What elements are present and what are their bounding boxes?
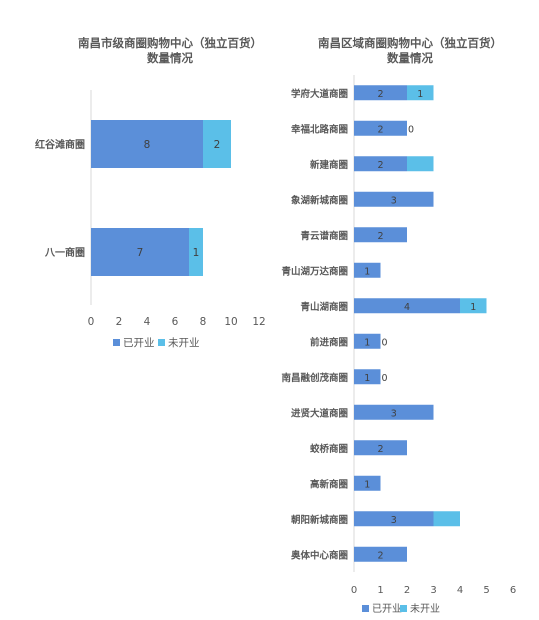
right-category-label: 蛟桥商圈 <box>310 443 348 455</box>
right-bar-opened <box>354 298 460 314</box>
right-tick-label: 3 <box>430 585 436 596</box>
left-tick-label: 4 <box>144 316 151 328</box>
right-chart-title-line2: 数量情况 <box>387 51 433 65</box>
right-chart-title-line1: 南昌区域商圈购物中心（独立百货） <box>318 36 502 50</box>
right-data-label: 3 <box>391 195 397 206</box>
right-category-label: 青山湖商圈 <box>300 301 348 313</box>
right-tick-label: 0 <box>351 585 357 596</box>
right-legend-label: 已开业 <box>372 603 402 615</box>
right-tick-label: 2 <box>404 585 410 596</box>
right-category-label: 奥体中心商圈 <box>290 549 348 561</box>
left-category-label: 红谷滩商圈 <box>35 138 85 151</box>
left-chart-title-line1: 南昌市级商圈购物中心（独立百货） <box>78 36 262 50</box>
right-tick-label: 6 <box>510 585 516 596</box>
left-category-label: 八一商圈 <box>44 246 85 259</box>
right-bar-opened <box>354 404 434 420</box>
left-bar-unopened <box>189 228 203 276</box>
left-tick-label: 2 <box>116 316 123 328</box>
right-tick-label: 1 <box>377 585 383 596</box>
right-category-label: 象湖新城商圈 <box>291 194 348 206</box>
right-legend-swatch-unopened <box>400 605 407 612</box>
right-bar-unopened <box>433 511 460 527</box>
right-data-label: 1 <box>364 479 370 490</box>
right-bar-opened <box>354 262 381 278</box>
right-data-label: 3 <box>391 515 397 526</box>
left-legend-swatch-unopened <box>158 339 165 346</box>
left-bar-unopened <box>203 120 231 168</box>
right-bar-opened <box>354 85 407 101</box>
left-tick-label: 10 <box>224 316 237 328</box>
right-data-label: 2 <box>377 550 383 561</box>
right-bar-unopened <box>407 156 434 172</box>
left-data-label: 7 <box>137 247 144 259</box>
right-category-label: 前进商圈 <box>310 336 348 348</box>
left-tick-label: 6 <box>172 316 179 328</box>
left-bar-opened <box>91 120 203 168</box>
right-data-label: 1 <box>470 302 476 313</box>
left-tick-label: 12 <box>252 316 265 328</box>
left-data-label: 1 <box>193 247 200 259</box>
right-data-label: 2 <box>377 231 383 242</box>
right-category-label: 新建商圈 <box>310 159 348 171</box>
right-bar-opened <box>354 369 381 385</box>
right-data-label: 2 <box>377 124 383 135</box>
right-bar-opened <box>354 440 407 456</box>
left-data-label: 2 <box>214 139 221 151</box>
left-chart-title-line2: 数量情况 <box>147 51 193 65</box>
right-chart-title: 南昌区域商圈购物中心（独立百货） 数量情况 <box>290 36 530 66</box>
right-tick-label: 5 <box>483 585 489 596</box>
left-legend-label: 未开业 <box>168 337 200 349</box>
right-bar-opened <box>354 156 407 172</box>
left-tick-label: 8 <box>200 316 207 328</box>
right-data-label: 3 <box>391 408 397 419</box>
right-category-label: 学府大道商圈 <box>291 88 348 100</box>
right-data-label: 1 <box>364 266 370 277</box>
right-data-label: 1 <box>364 337 370 348</box>
right-bar-opened <box>354 191 434 207</box>
left-tick-label: 0 <box>88 316 95 328</box>
right-data-label: 1 <box>417 89 423 100</box>
right-data-label: 2 <box>377 89 383 100</box>
right-category-label: 高新商圈 <box>310 478 348 490</box>
right-bar-unopened <box>407 85 434 101</box>
right-legend-label: 未开业 <box>410 603 440 615</box>
right-category-label: 青云谱商圈 <box>300 230 348 242</box>
right-bar-opened <box>354 511 434 527</box>
right-bar-opened <box>354 333 381 349</box>
right-category-label: 朝阳新城商圈 <box>291 514 348 526</box>
right-data-label: 0 <box>408 124 414 135</box>
right-data-label: 0 <box>382 337 388 348</box>
right-data-label: 2 <box>377 160 383 171</box>
right-category-label: 幸福北路商圈 <box>291 123 348 135</box>
right-category-label: 南昌融创茂商圈 <box>281 372 348 384</box>
left-bar-opened <box>91 228 189 276</box>
left-legend-swatch-opened <box>113 339 120 346</box>
right-bar-opened <box>354 546 407 562</box>
right-category-label: 进贤大道商圈 <box>291 407 348 419</box>
right-bar-opened <box>354 475 381 491</box>
right-bar-opened <box>354 120 407 136</box>
right-data-label: 0 <box>382 373 388 384</box>
left-legend-label: 已开业 <box>123 337 155 349</box>
left-data-label: 8 <box>144 139 151 151</box>
right-bar-opened <box>354 227 407 243</box>
left-chart-title: 南昌市级商圈购物中心（独立百货） 数量情况 <box>40 36 300 66</box>
right-data-label: 4 <box>404 302 410 313</box>
right-bar-unopened <box>460 298 487 314</box>
right-category-label: 青山湖万达商圈 <box>281 265 348 277</box>
right-legend-swatch-opened <box>362 605 369 612</box>
right-data-label: 1 <box>364 373 370 384</box>
right-data-label: 2 <box>377 444 383 455</box>
right-tick-label: 4 <box>457 585 463 596</box>
